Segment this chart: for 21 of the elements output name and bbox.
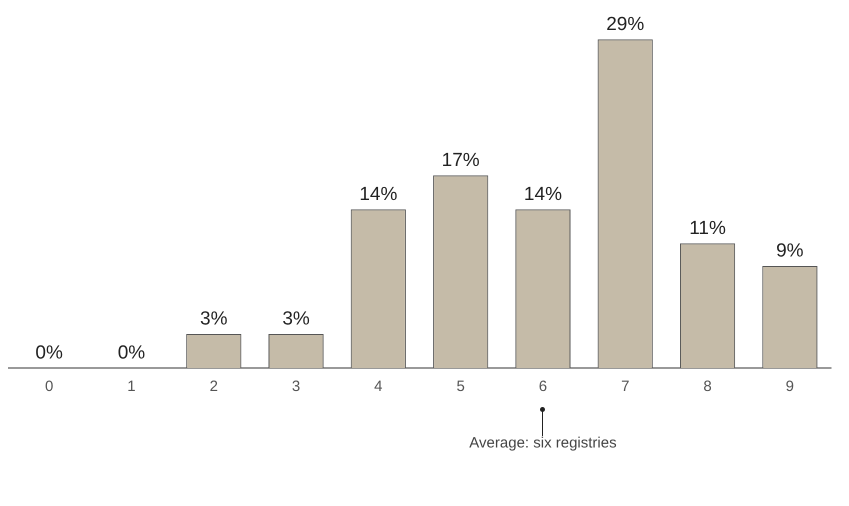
x-tick-label: 1 — [127, 378, 136, 396]
x-tick-label: 8 — [703, 378, 712, 396]
data-label: 14% — [359, 184, 398, 206]
annotation: Average: six registries — [469, 434, 617, 452]
x-tick-label: 9 — [786, 378, 794, 396]
data-label: 11% — [689, 218, 726, 240]
data-label: 3% — [200, 308, 228, 330]
data-label: 17% — [442, 150, 480, 172]
data-label: 0% — [35, 342, 63, 364]
data-label: 9% — [776, 240, 804, 262]
data-label: 29% — [606, 14, 644, 36]
x-tick-label: 4 — [374, 378, 383, 396]
x-tick-label: 3 — [292, 378, 300, 396]
x-tick-label: 2 — [210, 378, 218, 396]
x-tick-label: 0 — [44, 378, 54, 396]
data-label: 3% — [282, 308, 310, 330]
data-label: 14% — [524, 184, 562, 206]
x-tick-label: 6 — [538, 378, 548, 396]
x-tick-label: 5 — [456, 378, 465, 396]
data-label: 0% — [118, 342, 146, 364]
x-tick-label: 7 — [621, 378, 630, 396]
